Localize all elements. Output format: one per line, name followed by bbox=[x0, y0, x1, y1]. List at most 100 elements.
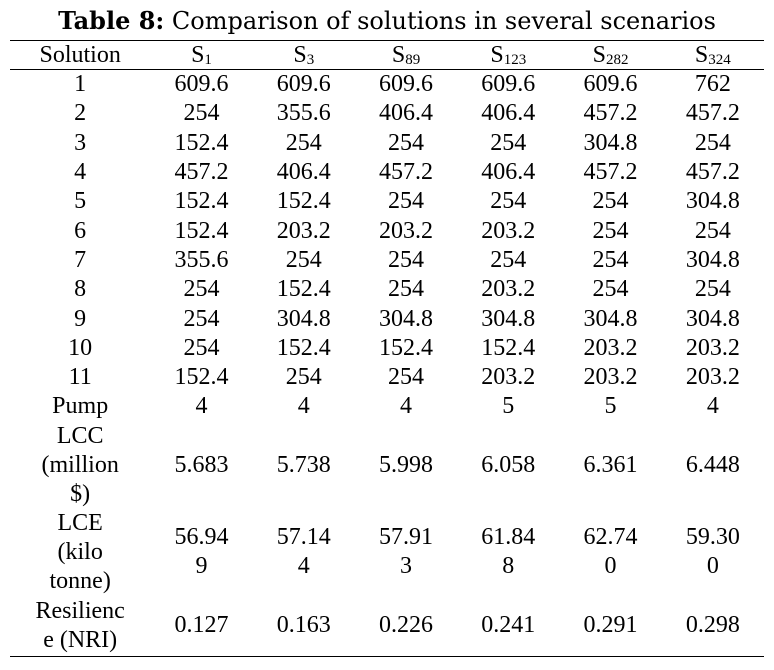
table-caption: Table 8: Comparison of solutions in seve… bbox=[0, 6, 774, 36]
value-line: 3 bbox=[400, 553, 413, 580]
table-cell: 203.2 bbox=[276, 217, 331, 244]
value-line: 57.14 bbox=[276, 524, 331, 551]
header-scenario: S123 bbox=[457, 41, 559, 70]
value-line: 59.30 bbox=[685, 524, 740, 551]
table-row: 4 457.2 406.4 457.2 406.4 457.2 457.2 bbox=[10, 158, 764, 187]
header-scenario: S324 bbox=[662, 41, 764, 70]
table-cell: 203.2 bbox=[583, 334, 638, 361]
row-label-lce: LCE (kilo tonne) bbox=[10, 509, 150, 596]
table-cell: 203.2 bbox=[685, 334, 740, 361]
table-cell: 4 bbox=[706, 393, 719, 420]
table-row: 10 254 152.4 152.4 152.4 203.2 203.2 bbox=[10, 334, 764, 363]
table-cell: 254 bbox=[388, 364, 425, 391]
table-cell: 254 bbox=[388, 188, 425, 215]
table-cell: 4 bbox=[195, 393, 208, 420]
value-line: 0 bbox=[706, 553, 719, 580]
table-cell: 5.738 bbox=[276, 451, 331, 478]
table-cell: 406.4 bbox=[481, 159, 536, 186]
table-cell: 62.74 0 bbox=[559, 509, 661, 596]
table-cell: 61.84 8 bbox=[457, 509, 559, 596]
table-cell: 254 bbox=[285, 364, 322, 391]
table-cell: 0.163 bbox=[276, 612, 331, 639]
table-cell: 57.14 4 bbox=[253, 509, 355, 596]
table-row: 11 152.4 254 254 203.2 203.2 203.2 bbox=[10, 363, 764, 392]
table-cell: 457.2 bbox=[685, 159, 740, 186]
table-row: 7 355.6 254 254 254 254 304.8 bbox=[10, 246, 764, 275]
table-cell: 152.4 bbox=[174, 129, 229, 156]
table-cell: 56.94 9 bbox=[150, 509, 252, 596]
table-cell: 609.6 bbox=[379, 71, 434, 98]
caption-label: Table 8: bbox=[58, 6, 165, 35]
table-cell: 203.2 bbox=[685, 364, 740, 391]
label-line: (kilo bbox=[57, 538, 103, 565]
table-cell: 57.91 3 bbox=[355, 509, 457, 596]
table-cell: 59.30 0 bbox=[662, 509, 764, 596]
table-cell: 254 bbox=[388, 129, 425, 156]
table-cell: 6.058 bbox=[481, 451, 536, 478]
table-cell: 5 bbox=[502, 393, 515, 420]
scenario-symbol: S bbox=[592, 42, 606, 68]
scenario-symbol: S bbox=[391, 42, 406, 68]
table-cell: 4 bbox=[400, 393, 413, 420]
row-label: 10 bbox=[68, 334, 93, 361]
scenario-index: 89 bbox=[405, 52, 421, 68]
table-cell: 254 bbox=[490, 188, 527, 215]
table-cell: 203.2 bbox=[481, 217, 536, 244]
table-cell: 152.4 bbox=[174, 364, 229, 391]
table-row: 6 152.4 203.2 203.2 203.2 254 254 bbox=[10, 216, 764, 245]
scenario-index: 282 bbox=[605, 52, 629, 68]
table-row: 2 254 355.6 406.4 406.4 457.2 457.2 bbox=[10, 99, 764, 128]
row-label: 5 bbox=[74, 188, 87, 215]
table-cell: 0.226 bbox=[379, 612, 434, 639]
row-label-lcc: LCC (million $) bbox=[10, 422, 150, 509]
row-label-resilience: Resilienc e (NRI) bbox=[10, 596, 150, 657]
table-cell: 304.8 bbox=[379, 305, 434, 332]
table-cell: 6.361 bbox=[583, 451, 638, 478]
table-cell: 609.6 bbox=[174, 71, 229, 98]
table-cell: 5.998 bbox=[379, 451, 434, 478]
value-line: 4 bbox=[297, 553, 310, 580]
table-cell: 254 bbox=[388, 246, 425, 273]
table-cell: 254 bbox=[592, 246, 629, 273]
scenario-index: 1 bbox=[204, 52, 212, 68]
table-cell: 4 bbox=[297, 393, 310, 420]
table-cell: 0.291 bbox=[583, 612, 638, 639]
label-line: e (NRI) bbox=[43, 626, 118, 653]
table-cell: 152.4 bbox=[174, 217, 229, 244]
table-cell: 254 bbox=[285, 129, 322, 156]
value-line: 0 bbox=[604, 553, 617, 580]
table-cell: 152.4 bbox=[174, 188, 229, 215]
table-cell: 203.2 bbox=[379, 217, 434, 244]
table-cell: 609.6 bbox=[583, 71, 638, 98]
value-line: 8 bbox=[502, 553, 515, 580]
scenario-symbol: S bbox=[694, 42, 709, 68]
value-line: 57.91 bbox=[379, 524, 434, 551]
scenario-symbol: S bbox=[490, 42, 504, 68]
table-cell: 152.4 bbox=[379, 334, 434, 361]
table-row: 5 152.4 152.4 254 254 254 304.8 bbox=[10, 187, 764, 216]
label-line: $) bbox=[70, 480, 91, 507]
table-cell: 457.2 bbox=[379, 159, 434, 186]
table-cell: 304.8 bbox=[685, 305, 740, 332]
table-cell: 254 bbox=[183, 276, 220, 303]
label-line: (million bbox=[41, 451, 119, 478]
header-solution: Solution bbox=[39, 42, 121, 68]
table-cell: 152.4 bbox=[276, 276, 331, 303]
label-line: LCC bbox=[56, 422, 104, 449]
table-cell: 254 bbox=[694, 276, 731, 303]
caption-text: Comparison of solutions in several scena… bbox=[164, 7, 716, 35]
table-row: 1 609.6 609.6 609.6 609.6 609.6 762 bbox=[10, 70, 764, 100]
row-label: 1 bbox=[74, 71, 87, 98]
table-cell: 406.4 bbox=[481, 100, 536, 127]
table-cell: 203.2 bbox=[481, 276, 536, 303]
table-cell: 254 bbox=[592, 276, 629, 303]
label-line: LCE bbox=[57, 509, 103, 536]
table-cell: 254 bbox=[285, 246, 322, 273]
row-label: 6 bbox=[74, 217, 87, 244]
table-cell: 406.4 bbox=[379, 100, 434, 127]
table-cell: 254 bbox=[592, 188, 629, 215]
table-row: 9 254 304.8 304.8 304.8 304.8 304.8 bbox=[10, 304, 764, 333]
table-cell: 609.6 bbox=[481, 71, 536, 98]
row-label: 3 bbox=[74, 129, 87, 156]
table-cell: 0.298 bbox=[685, 612, 740, 639]
